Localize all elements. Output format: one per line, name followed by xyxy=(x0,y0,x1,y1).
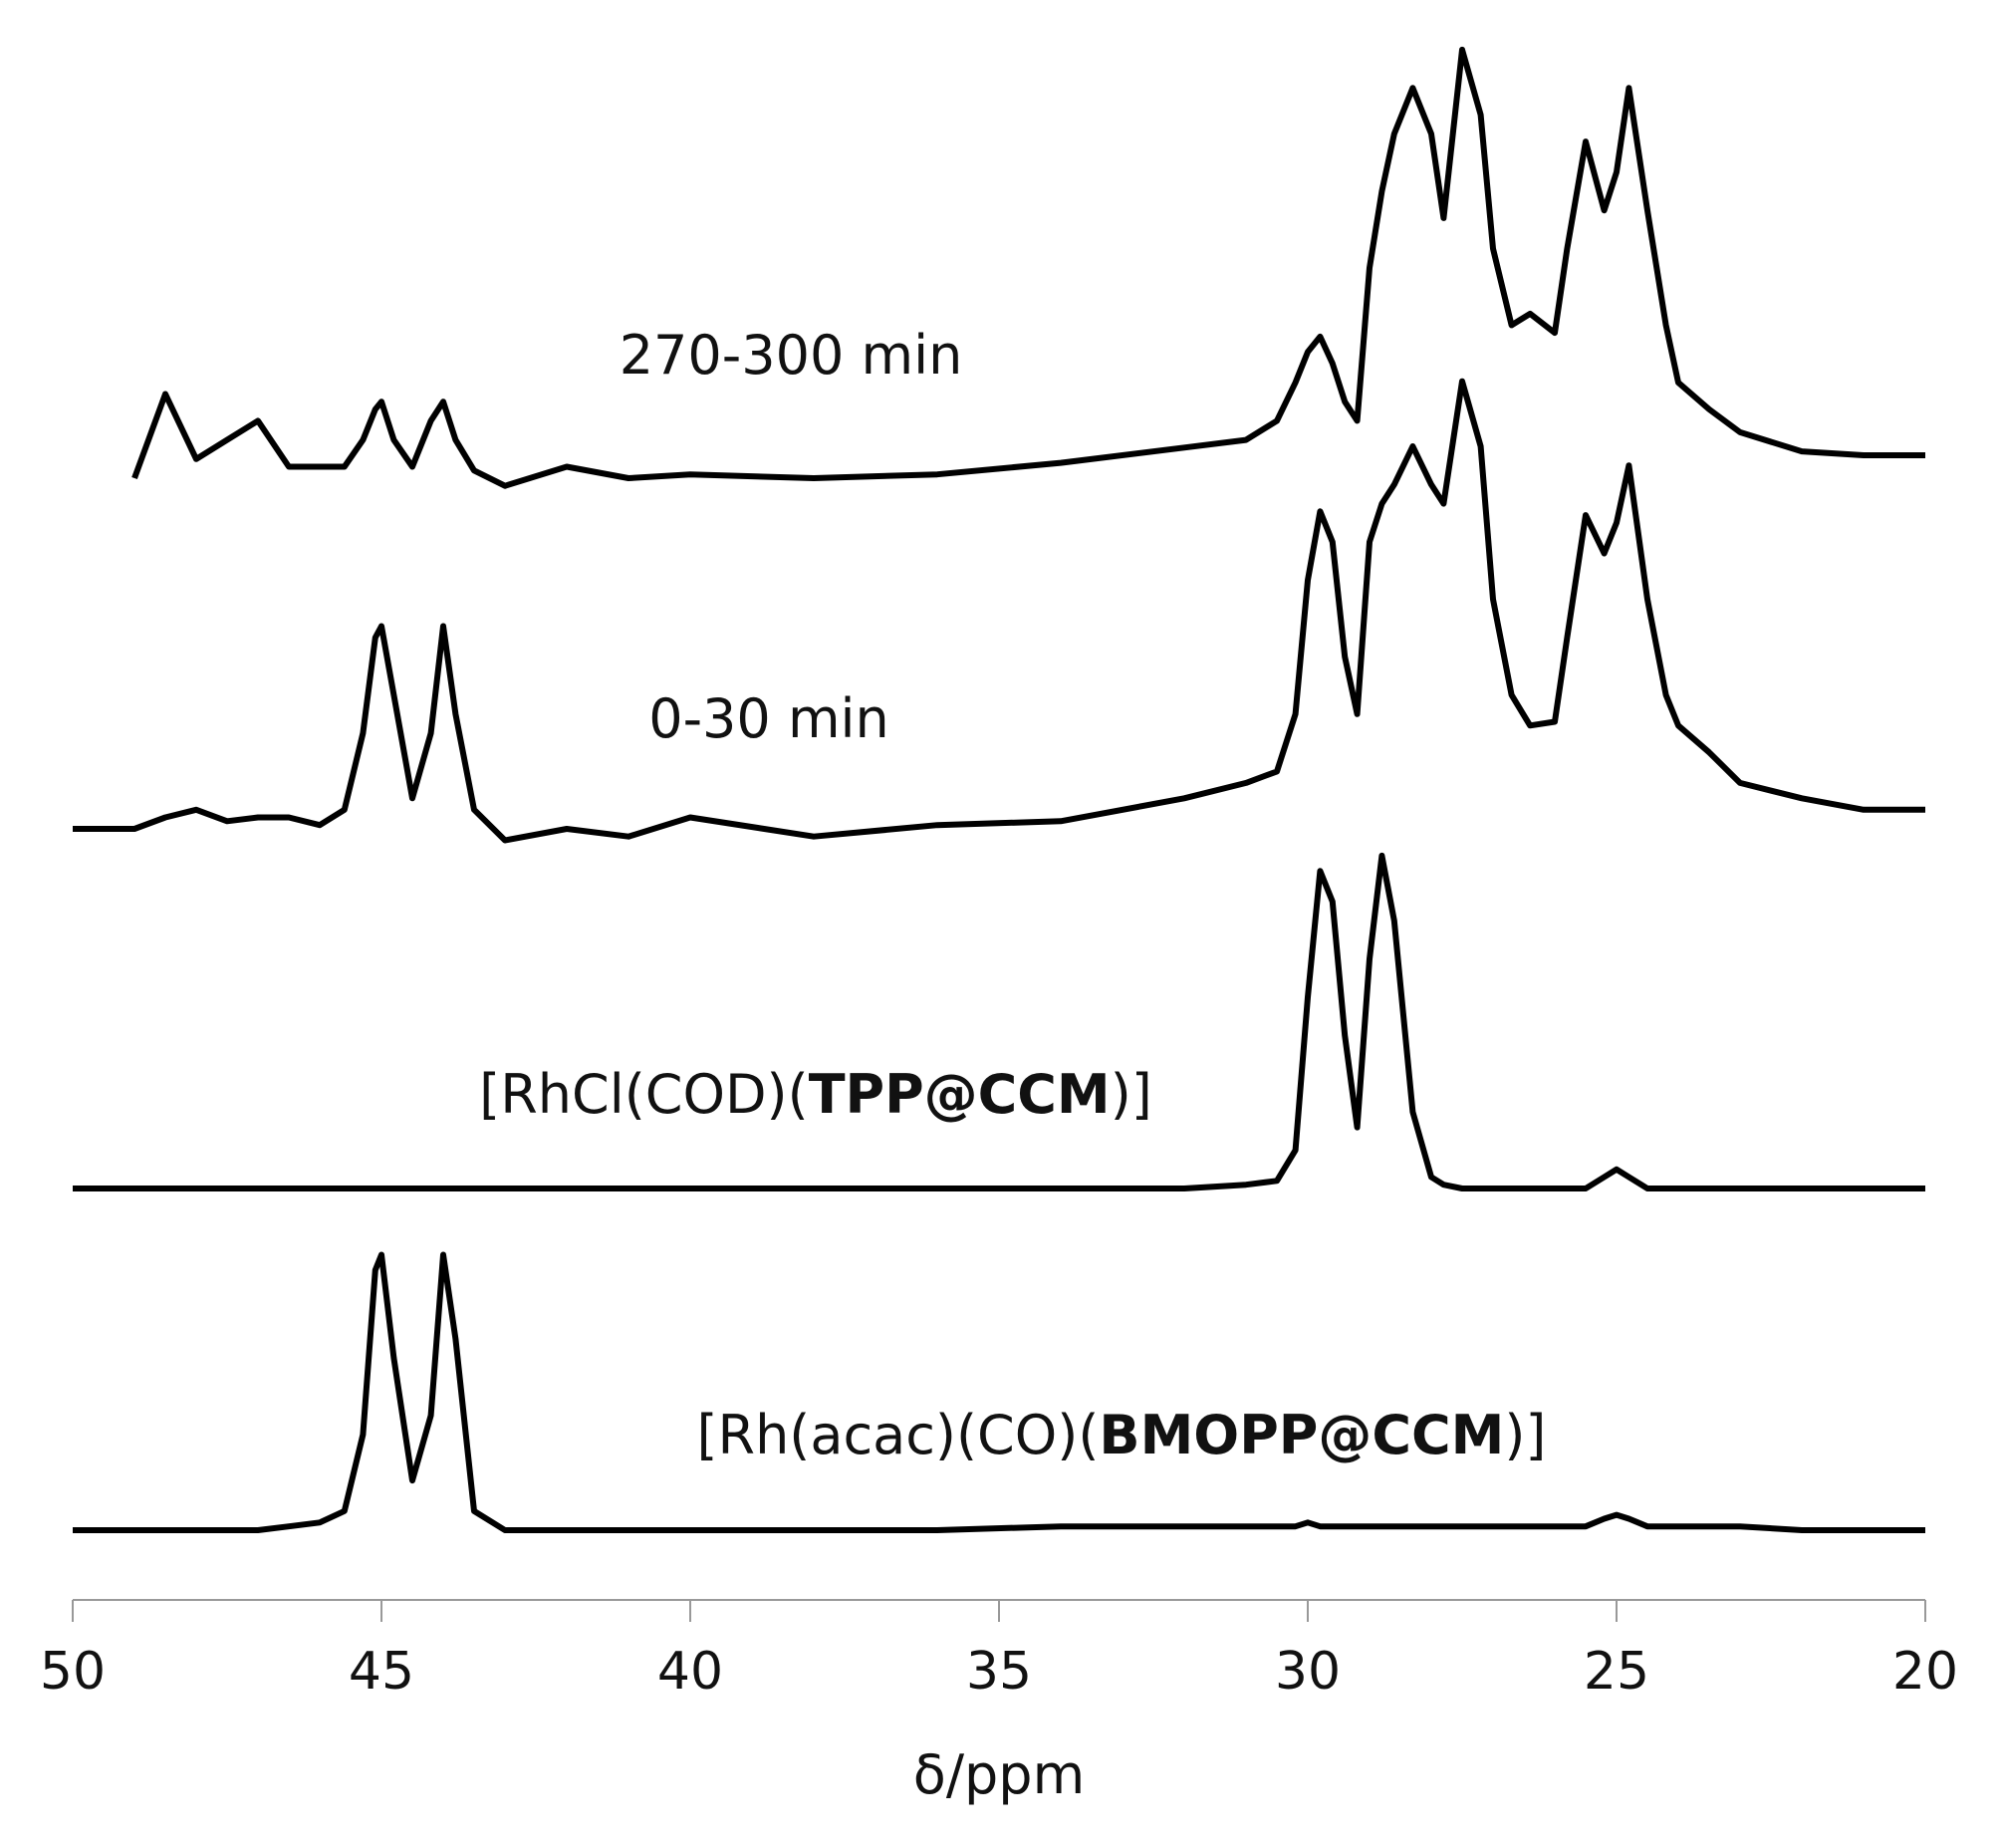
trace-label: [RhCl(COD)(TPP@CCM)] xyxy=(479,1063,1152,1126)
trace-label-part: )] xyxy=(1111,1063,1152,1126)
x-tick-label: 40 xyxy=(657,1642,723,1702)
trace-label-part: BMOPP@CCM xyxy=(1099,1404,1504,1466)
x-tick-label: 20 xyxy=(1892,1642,1958,1702)
trace-label-part: [RhCl(COD)( xyxy=(479,1063,809,1126)
trace-label: [Rh(acac)(CO)(BMOPP@CCM)] xyxy=(696,1404,1546,1466)
spectrum-line xyxy=(73,1251,1925,1533)
x-tick-label: 45 xyxy=(349,1642,414,1702)
spectrum-line xyxy=(73,378,1925,844)
x-tick-label: 50 xyxy=(40,1642,106,1702)
x-tick-label: 30 xyxy=(1275,1642,1341,1702)
trace-label-part: TPP@CCM xyxy=(809,1063,1111,1126)
trace-label: 270-300 min xyxy=(620,324,963,387)
trace-label-part: 270-300 min xyxy=(620,324,963,387)
spectrum-line xyxy=(73,852,1925,1191)
trace-label-part: [Rh(acac)(CO)( xyxy=(696,1404,1099,1466)
trace-label-part: )] xyxy=(1504,1404,1546,1466)
x-tick-label: 35 xyxy=(966,1642,1032,1702)
spectrum-line xyxy=(131,46,1925,489)
trace-label: 0-30 min xyxy=(648,687,889,750)
x-tick-label: 25 xyxy=(1584,1642,1649,1702)
x-axis-label: δ/ppm xyxy=(913,1743,1085,1806)
trace-label-part: 0-30 min xyxy=(648,687,889,750)
